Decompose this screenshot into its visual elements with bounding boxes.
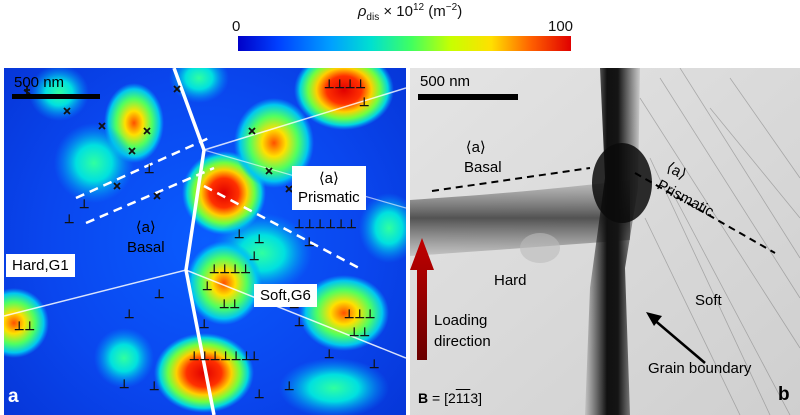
svg-text:⊥: ⊥ [359, 95, 369, 109]
panel-b-soft-label: Soft [695, 292, 722, 309]
svg-text:⊥⊥⊥⊥⊥⊥: ⊥⊥⊥⊥⊥⊥ [189, 349, 252, 363]
svg-text:⊥: ⊥ [294, 315, 304, 329]
svg-text:⊥⊥⊥⊥⊥⊥: ⊥⊥⊥⊥⊥⊥ [294, 217, 357, 231]
colorbar-title-symbol: ρ [357, 3, 367, 20]
panel-b-basal-top: ⟨a⟩ [465, 139, 486, 156]
basal-label-bottom: Basal [127, 239, 165, 256]
beam-direction-bar1: 1 [455, 390, 463, 406]
beam-direction-bar2: 1 [462, 390, 471, 406]
svg-text:⊥: ⊥ [149, 379, 159, 393]
colorbar-title-mid: × 10 [379, 3, 413, 20]
svg-text:⊥⊥: ⊥⊥ [219, 297, 240, 311]
svg-text:⊥: ⊥ [254, 232, 264, 246]
panel-b-tem-image: 500 nm ⟨a⟩ Basal ⟨a⟩ Prismatic Hard Soft… [410, 68, 800, 415]
colorbar-title-sub: dis [366, 12, 380, 23]
svg-text:⊥⊥⊥⊥: ⊥⊥⊥⊥ [209, 262, 251, 276]
loading-line-1: Loading [434, 312, 488, 329]
svg-text:⊥: ⊥ [119, 377, 129, 391]
basal-label-top: ⟨a⟩ [135, 219, 156, 236]
svg-text:⊥⊥: ⊥⊥ [349, 325, 370, 339]
svg-text:⊥: ⊥ [284, 379, 294, 393]
svg-text:⊥: ⊥ [249, 249, 259, 263]
svg-text:⊥: ⊥ [304, 235, 314, 249]
panel-a-prismatic-label: ⟨a⟩ Prismatic [292, 166, 366, 210]
svg-text:⊥: ⊥ [249, 349, 259, 363]
colorbar [238, 36, 571, 51]
panel-b-letter: b [778, 384, 790, 405]
svg-text:⊥⊥: ⊥⊥ [14, 319, 35, 333]
beam-direction-eq: = [2 [428, 390, 456, 406]
svg-text:⊥: ⊥ [254, 387, 264, 401]
svg-text:⊥: ⊥ [154, 287, 164, 301]
panel-b-scale-bar-label: 500 nm [420, 73, 471, 90]
svg-text:⊥: ⊥ [124, 307, 134, 321]
colorbar-min-label: 0 [232, 18, 241, 35]
colorbar-title-unit: (m [424, 3, 446, 20]
density-map-image: ⊥ ⊥⊥ ⊥⊥⊥⊥⊥⊥⊥ ⊥⊥⊥⊥⊥⊥⊥ ⊥⊥⊥ ⊥⊥⊥⊥ ⊥ ⊥⊥⊥ ⊥ ⊥⊥⊥⊥⊥… [4, 68, 406, 415]
panel-a-hard-label: Hard,G1 [6, 254, 75, 277]
loading-direction-label: Loading direction [434, 310, 491, 352]
svg-text:⊥: ⊥ [234, 227, 244, 241]
svg-text:⊥: ⊥ [79, 197, 89, 211]
svg-text:⊥: ⊥ [202, 279, 212, 293]
colorbar-title-end: ) [457, 3, 463, 20]
panel-b-hard-label: Hard [494, 272, 527, 289]
colorbar-title-unit-sup: −2 [445, 2, 458, 13]
grain-boundary-label: Grain boundary [648, 360, 752, 377]
prismatic-label-bottom: Prismatic [298, 189, 360, 206]
svg-text:⊥: ⊥ [369, 357, 379, 371]
panel-b-basal-label: ⟨a⟩ Basal [450, 138, 502, 178]
svg-text:⊥: ⊥ [199, 317, 209, 331]
svg-text:⊥: ⊥ [64, 212, 74, 226]
panel-a-basal-label: ⟨a⟩ Basal [127, 218, 165, 258]
svg-text:⊥: ⊥ [144, 162, 154, 176]
tem-micrograph [410, 68, 800, 415]
panel-a-soft-label: Soft,G6 [254, 284, 317, 307]
panel-a-letter: a [8, 386, 19, 407]
beam-direction-label: B = [2113] [418, 390, 482, 406]
panel-a-density-map: ⊥ ⊥ ⊥ ⊥⊥⊥⊥⊥⊥ ⊥ ⊥⊥⊥⊥ ⊥ ⊥⊥ ⊥ ⊥ ⊥ ⊥ ⊥⊥⊥ ⊥ ⊥ ⊥ ⊥ ⊥ ⊥⊥⊥⊥⊥… [4, 68, 406, 415]
svg-text:⊥⊥⊥: ⊥⊥⊥ [344, 307, 375, 321]
loading-line-2: direction [434, 333, 491, 350]
beam-direction-end: 3] [470, 390, 482, 406]
panel-b-basal-bottom: Basal [464, 159, 502, 176]
colorbar-max-label: 100 [548, 18, 574, 35]
colorbar-title: ρdis × 1012 (m−2) [300, 2, 520, 23]
svg-text:⊥: ⊥ [324, 347, 334, 361]
svg-text:⊥⊥⊥⊥: ⊥⊥⊥⊥ [324, 77, 366, 91]
beam-direction-symbol: B [418, 390, 429, 406]
panel-a-scale-bar-label: 500 nm [14, 74, 65, 91]
colorbar-title-sup: 12 [412, 2, 425, 13]
prismatic-label-top: ⟨a⟩ [318, 170, 339, 187]
